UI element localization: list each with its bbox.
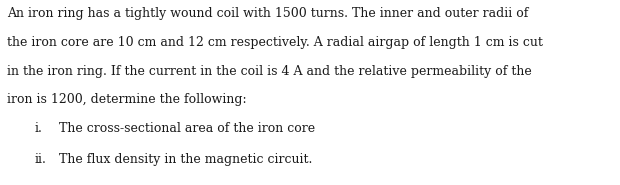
Text: The cross-sectional area of the iron core: The cross-sectional area of the iron cor…: [59, 122, 315, 135]
Text: An iron ring has a tightly wound coil with 1500 turns. The inner and outer radii: An iron ring has a tightly wound coil wi…: [7, 7, 529, 20]
Text: iron is 1200, determine the following:: iron is 1200, determine the following:: [7, 93, 247, 106]
Text: ii.: ii.: [34, 153, 46, 166]
Text: in the iron ring. If the current in the coil is 4 A and the relative permeabilit: in the iron ring. If the current in the …: [7, 65, 532, 78]
Text: i.: i.: [34, 122, 42, 135]
Text: The flux density in the magnetic circuit.: The flux density in the magnetic circuit…: [59, 153, 312, 166]
Text: the iron core are 10 cm and 12 cm respectively. A radial airgap of length 1 cm i: the iron core are 10 cm and 12 cm respec…: [7, 36, 543, 49]
